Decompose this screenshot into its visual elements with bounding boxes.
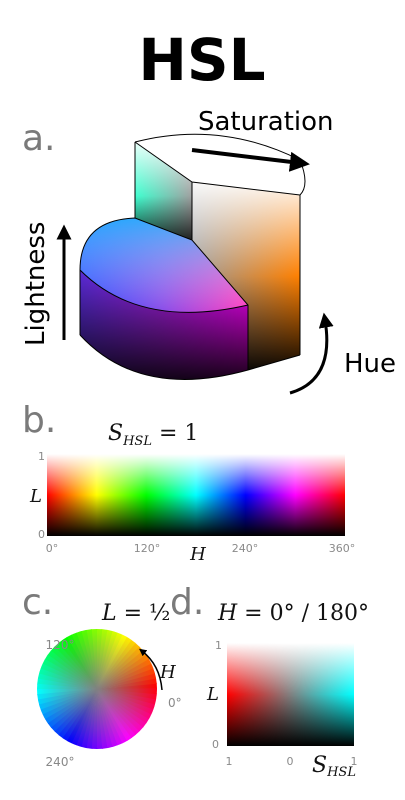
panel-c-tick-240: 240° [46, 755, 75, 769]
panel-b-equation: SHSL = 1 [108, 421, 198, 449]
panel-b-y-axis-letter: L [29, 486, 42, 507]
lightness-label: Lightness [21, 222, 51, 346]
panel-b-x-tick-0: 0° [46, 542, 59, 555]
hue-label: Hue [344, 349, 396, 379]
hue-arrow [289, 312, 334, 395]
panel-c-hue-letter: H [159, 662, 176, 683]
saturation-arrow [191, 148, 310, 172]
panel-d-y-axis-letter: L [206, 684, 219, 705]
panel-d-x-tick-left: 1 [226, 755, 233, 768]
panel-b-x-tick-240: 240° [232, 542, 259, 555]
panel-d-x-tick-right: 1 [351, 755, 358, 768]
panel-d-x-axis-label: SHSL [312, 753, 356, 780]
panel-c-equation: L = ½ [101, 601, 170, 626]
panel-c-hue-arrow [139, 648, 163, 691]
panel-d-y-tick-top: 1 [215, 639, 222, 652]
panel-label-b: b. [22, 400, 56, 441]
panel-b-x-axis-letter: H [189, 544, 206, 565]
hsl-cylinder [79, 133, 306, 380]
panel-b-y-tick-top: 1 [38, 450, 45, 463]
figure-title: HSL [138, 26, 265, 94]
panel-d-equation: H = 0° / 180° [217, 601, 369, 626]
saturation-label: Saturation [198, 107, 334, 137]
panel-c-tick-0: 0° [168, 696, 182, 710]
panel-d-x-tick-mid: 0 [287, 755, 294, 768]
panel-b-x-tick-120: 120° [134, 542, 161, 555]
panel-b-x-tick-360: 360° [329, 542, 356, 555]
panel-c-tick-120: 120° [46, 638, 75, 652]
panel-c-hue-wheel [37, 629, 157, 749]
panel-label-d: d. [170, 582, 204, 623]
panel-d-y-tick-bottom: 0 [212, 738, 219, 751]
panel-label-c: c. [22, 582, 53, 623]
panel-label-a: a. [22, 118, 56, 159]
panel-b-y-tick-bottom: 0 [38, 528, 45, 541]
